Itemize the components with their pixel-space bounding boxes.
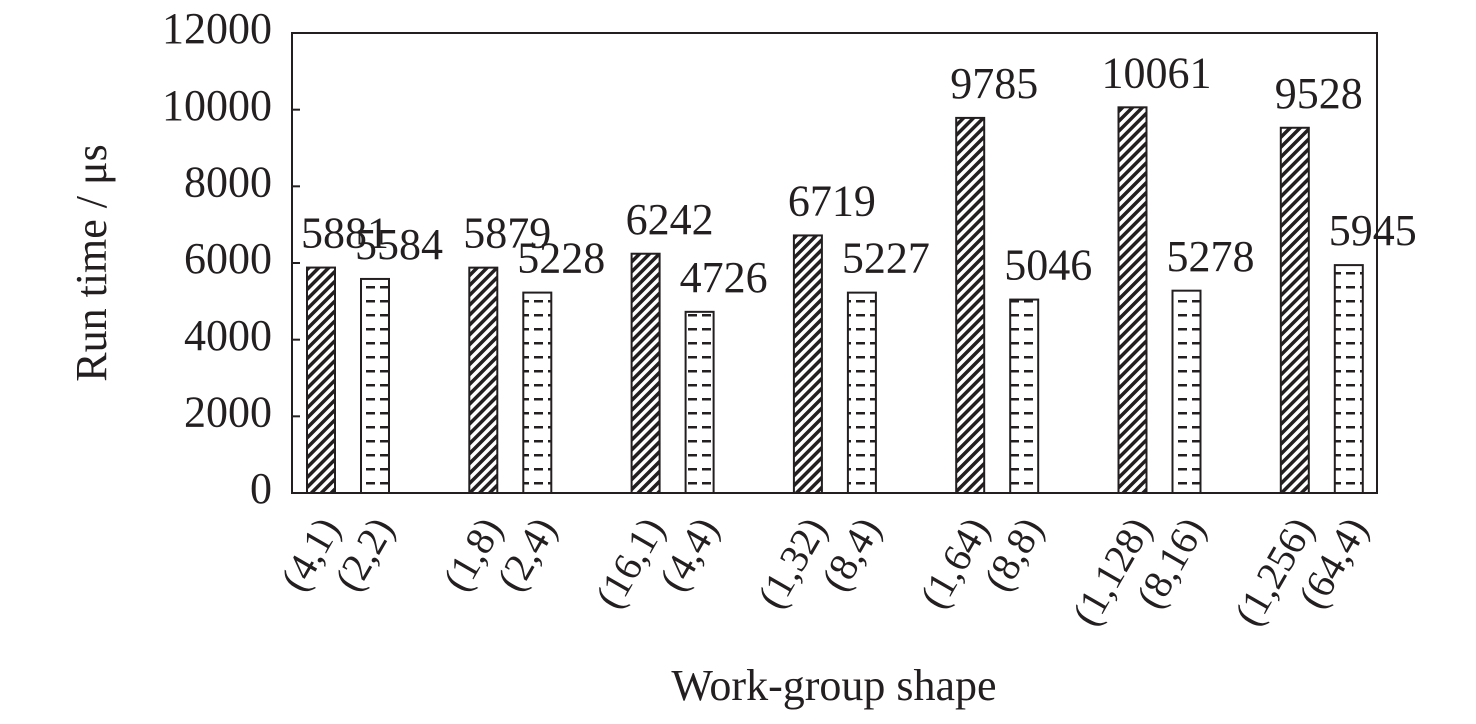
value-label: 5584	[355, 220, 443, 269]
value-label: 6719	[788, 177, 876, 226]
y-tick-label: 4000	[184, 311, 272, 360]
y-tick-label: 10000	[162, 81, 272, 130]
y-tick-label: 2000	[184, 387, 272, 436]
value-label: 5228	[517, 234, 605, 283]
x-tick-label: (8,8)	[975, 510, 1052, 599]
bar	[630, 252, 661, 494]
x-tick-label: (8,4)	[812, 510, 889, 599]
x-tick-label: (2,4)	[488, 510, 565, 599]
value-label: 5046	[1004, 241, 1092, 290]
bar	[955, 116, 986, 495]
value-label: 4726	[680, 253, 768, 302]
bar	[360, 277, 390, 494]
y-axis-label: Run time / μs	[67, 144, 116, 382]
value-label: 6242	[626, 195, 714, 244]
bar	[846, 291, 877, 494]
x-tick-label: (2,2)	[325, 510, 402, 599]
value-label: 10061	[1102, 48, 1212, 97]
value-label: 5881	[301, 209, 389, 258]
value-label: 9785	[950, 59, 1038, 108]
y-tick-label: 8000	[184, 157, 272, 206]
x-axis-label: Work-group shape	[671, 661, 996, 710]
value-label: 5945	[1329, 206, 1417, 255]
bar	[468, 266, 499, 494]
y-tick-label: 6000	[184, 234, 272, 283]
y-tick-label: 0	[250, 464, 272, 513]
bar	[522, 291, 553, 494]
y-tick-label: 12000	[162, 4, 272, 53]
bar	[1117, 106, 1148, 494]
bar	[1009, 298, 1040, 494]
bar	[684, 310, 715, 494]
value-label: 5278	[1167, 232, 1255, 281]
value-label: 5227	[842, 234, 930, 283]
x-tick-label: (4,4)	[650, 510, 727, 599]
bar	[306, 266, 336, 495]
bar	[1333, 264, 1364, 494]
value-label: 9528	[1275, 69, 1363, 118]
bar	[792, 234, 823, 495]
bar	[1171, 289, 1202, 494]
value-label: 5879	[463, 209, 551, 258]
bar	[1279, 126, 1310, 494]
